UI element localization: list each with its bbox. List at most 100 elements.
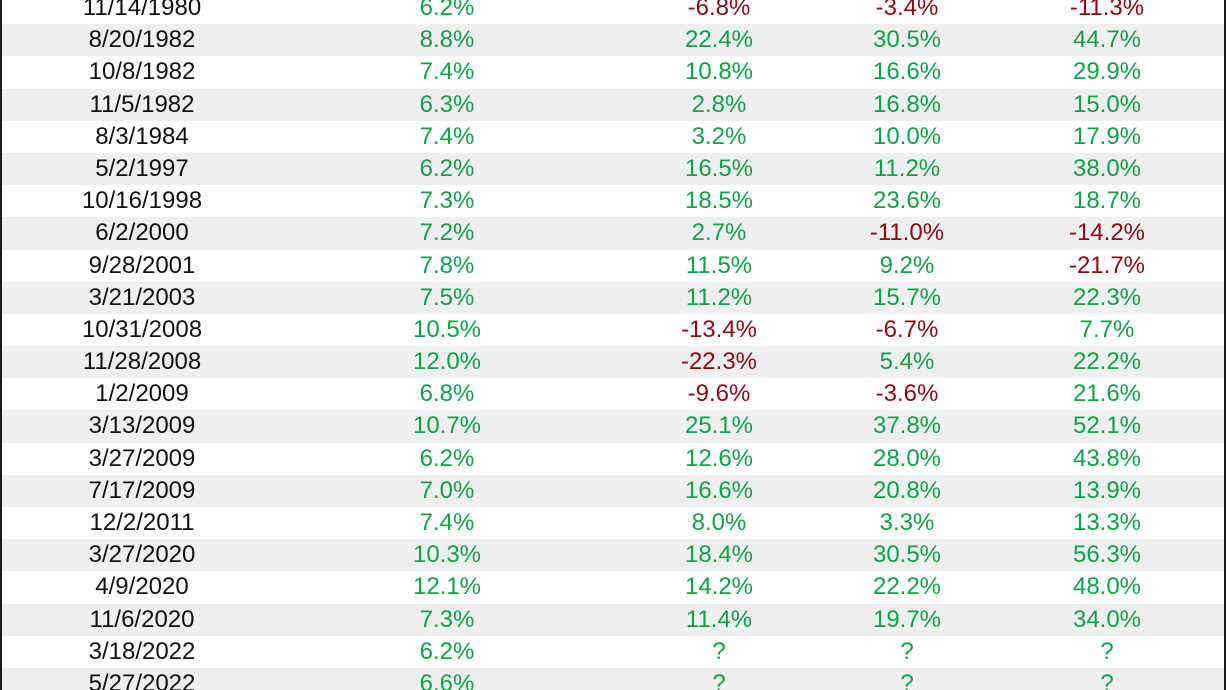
table-row: 3/13/2009 10.7% 25.1% 37.8% 52.1% — [2, 410, 1224, 443]
value-cell-2: 3.2% — [691, 122, 747, 150]
value-cell-3: 16.8% — [872, 90, 942, 118]
value-cell-3: 9.2% — [879, 251, 935, 279]
value-cell-3: 30.5% — [872, 26, 942, 54]
date-cell: 9/28/2001 — [88, 251, 196, 279]
value-cell-1: 12.1% — [412, 573, 482, 601]
value-cell-4: 22.2% — [1072, 348, 1142, 376]
value-cell-4: 7.7% — [1079, 315, 1135, 343]
value-cell-3: 10.0% — [872, 122, 942, 150]
value-cell-1: 7.8% — [419, 251, 475, 279]
value-cell-4: 29.9% — [1072, 58, 1142, 86]
value-cell-1: 6.2% — [419, 637, 475, 665]
value-cell-2: -22.3% — [680, 348, 758, 376]
date-cell: 3/13/2009 — [88, 412, 196, 440]
value-cell-2: ? — [712, 669, 726, 690]
table-row: 5/2/1997 6.2% 16.5% 11.2% 38.0% — [2, 152, 1224, 186]
value-cell-4: ? — [1100, 637, 1114, 665]
value-cell-1: 10.5% — [412, 315, 482, 343]
date-cell: 3/27/2020 — [88, 541, 196, 569]
date-cell: 5/2/1997 — [95, 154, 189, 182]
value-cell-1: 7.5% — [419, 283, 475, 311]
value-cell-1: 7.3% — [419, 605, 475, 633]
date-cell: 6/2/2000 — [95, 219, 189, 247]
value-cell-1: 10.3% — [412, 541, 482, 569]
value-cell-2: 11.2% — [685, 283, 753, 311]
value-cell-2: -9.6% — [687, 380, 751, 408]
date-cell: 10/16/1998 — [81, 187, 203, 215]
value-cell-3: ? — [900, 637, 914, 665]
table-row: 10/31/2008 10.5% -13.4% -6.7% 7.7% — [2, 314, 1224, 346]
value-cell-4: 48.0% — [1072, 573, 1142, 601]
table-row: 11/6/2020 7.3% 11.4% 19.7% 34.0% — [2, 603, 1224, 636]
value-cell-1: 7.0% — [419, 476, 475, 504]
value-cell-3: 19.7% — [872, 605, 942, 633]
date-cell: 11/6/2020 — [89, 605, 195, 633]
value-cell-2: ? — [712, 637, 726, 665]
value-cell-3: 20.8% — [872, 476, 942, 504]
value-cell-2: -6.8% — [687, 0, 751, 21]
table-row: 3/27/2020 10.3% 18.4% 30.5% 56.3% — [2, 539, 1224, 572]
value-cell-3: ? — [900, 669, 914, 690]
value-cell-4: 15.0% — [1072, 90, 1142, 118]
table-row: 6/2/2000 7.2% 2.7% -11.0% -14.2% — [2, 217, 1224, 250]
value-cell-4: 18.7% — [1072, 187, 1142, 215]
date-cell: 10/8/1982 — [88, 58, 196, 86]
value-cell-2: 2.8% — [691, 90, 747, 118]
value-cell-3: 22.2% — [872, 573, 942, 601]
value-cell-1: 7.4% — [419, 58, 475, 86]
value-cell-3: 3.3% — [879, 509, 935, 536]
value-cell-1: 6.8% — [419, 380, 475, 408]
value-cell-2: 25.1% — [684, 412, 754, 440]
value-cell-4: 52.1% — [1072, 412, 1142, 440]
value-cell-1: 10.7% — [412, 412, 482, 440]
value-cell-1: 6.3% — [419, 90, 475, 118]
value-cell-4: 38.0% — [1072, 154, 1142, 182]
value-cell-3: 5.4% — [879, 348, 935, 376]
table-row: 5/27/2022 6.6%??? — [2, 667, 1224, 690]
value-cell-2: 18.4% — [684, 541, 754, 569]
date-cell: 3/18/2022 — [88, 637, 196, 665]
value-cell-1: 6.2% — [419, 154, 475, 182]
date-cell: 11/28/2008 — [82, 348, 202, 376]
value-cell-4: 21.6% — [1072, 380, 1142, 408]
value-cell-1: 6.2% — [419, 444, 475, 472]
value-cell-1: 7.4% — [419, 509, 475, 536]
table-row: 10/8/1982 7.4% 10.8% 16.6% 29.9% — [2, 56, 1224, 88]
value-cell-2: 18.5% — [684, 187, 754, 215]
table-row: 9/28/2001 7.8% 11.5% 9.2% -21.7% — [2, 250, 1224, 282]
value-cell-2: 11.4% — [685, 605, 753, 633]
value-cell-4: 17.9% — [1072, 122, 1142, 150]
value-cell-4: -21.7% — [1068, 251, 1146, 279]
value-cell-2: 8.0% — [691, 509, 747, 536]
value-cell-4: 44.7% — [1072, 26, 1142, 54]
date-cell: 4/9/2020 — [95, 573, 189, 601]
value-cell-2: 22.4% — [684, 26, 754, 54]
date-cell: 12/2/2011 — [89, 509, 195, 536]
value-cell-1: 6.2% — [419, 0, 475, 21]
table-row: 1/2/2009 6.8% -9.6% -3.6% 21.6% — [2, 378, 1224, 410]
value-cell-4: 43.8% — [1072, 444, 1142, 472]
table-row: 10/16/1998 7.3% 18.5% 23.6% 18.7% — [2, 185, 1224, 217]
date-cell: 3/21/2003 — [88, 283, 196, 311]
date-cell: 1/2/2009 — [95, 380, 189, 408]
value-cell-1: 7.2% — [419, 219, 475, 247]
value-cell-4: -14.2% — [1068, 219, 1146, 247]
value-cell-1: 6.6% — [419, 669, 475, 690]
value-cell-4: 13.9% — [1072, 476, 1142, 504]
table-row: 8/3/1984 7.4% 3.2% 10.0% 17.9% — [2, 121, 1224, 153]
value-cell-2: 11.5% — [685, 251, 753, 279]
value-cell-4: 22.3% — [1072, 283, 1142, 311]
date-cell: 8/3/1984 — [95, 122, 189, 150]
value-cell-2: 2.7% — [691, 219, 747, 247]
table-row: 11/5/1982 6.3% 2.8% 16.8% 15.0% — [2, 88, 1224, 121]
table-row: 11/28/2008 12.0% -22.3% 5.4% 22.2% — [2, 346, 1224, 379]
value-cell-3: 30.5% — [872, 541, 942, 569]
table-row: 7/17/2009 7.0% 16.6% 20.8% 13.9% — [2, 474, 1224, 507]
date-cell: 10/31/2008 — [81, 315, 203, 343]
value-cell-1: 8.8% — [419, 26, 475, 54]
value-cell-4: ? — [1100, 669, 1114, 690]
value-cell-3: -3.6% — [875, 380, 939, 408]
table-row: 3/21/2003 7.5% 11.2% 15.7% 22.3% — [2, 281, 1224, 314]
